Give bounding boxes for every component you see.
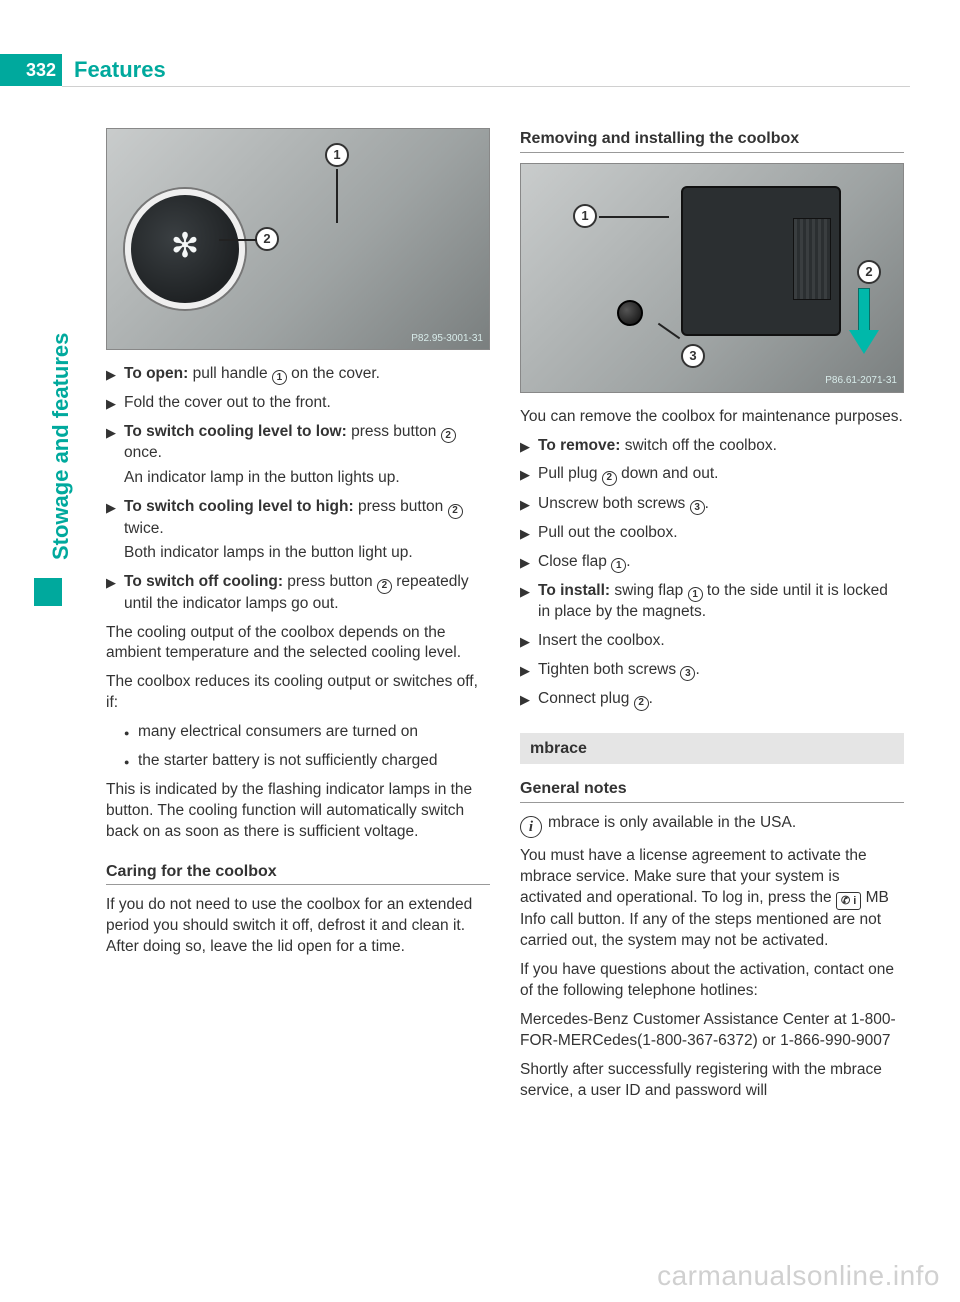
arrow-down-icon xyxy=(851,288,877,358)
left-column: ✻ 1 2 P82.95-3001-31 ▶To open: pull hand… xyxy=(106,128,490,1110)
step: ▶Unscrew both screws 3. xyxy=(520,494,904,515)
subheading-rule xyxy=(106,884,490,885)
figure-code: P86.61-2071-31 xyxy=(825,374,897,388)
bullet: ●many electrical consumers are turned on xyxy=(106,722,490,743)
step: ▶To switch cooling level to high: press … xyxy=(106,497,490,539)
ref-1: 1 xyxy=(611,558,626,573)
side-tab-label: Stowage and features xyxy=(48,333,74,560)
side-tab-block xyxy=(34,578,62,606)
watermark: carmanualsonline.info xyxy=(657,1260,940,1292)
paragraph: The coolbox reduces its cooling output o… xyxy=(106,672,490,714)
figure-coolbox-remove: 1 2 3 P86.61-2071-31 xyxy=(520,163,904,393)
section-heading: mbrace xyxy=(520,733,904,765)
ref-1: 1 xyxy=(688,587,703,602)
snowflake-icon: ✻ xyxy=(171,224,200,270)
ref-2: 2 xyxy=(441,428,456,443)
step-note: An indicator lamp in the button lights u… xyxy=(106,468,490,489)
leader-line xyxy=(658,322,680,339)
figure-knob xyxy=(617,300,643,326)
step: ▶Pull out the coolbox. xyxy=(520,523,904,544)
paragraph: This is indicated by the flashing indica… xyxy=(106,780,490,843)
info-note: imbrace is only available in the USA. xyxy=(520,813,904,838)
subheading: Removing and installing the coolbox xyxy=(520,128,904,150)
leader-line xyxy=(336,169,338,223)
subheading-rule xyxy=(520,802,904,803)
mb-info-button-icon: ✆ i xyxy=(836,892,861,910)
page-header: 332 Features xyxy=(0,54,960,86)
callout-1: 1 xyxy=(325,143,349,167)
page-title: Features xyxy=(62,54,166,86)
paragraph: You must have a license agreement to act… xyxy=(520,846,904,952)
leader-line xyxy=(219,239,257,241)
step: ▶Tighten both screws 3. xyxy=(520,660,904,681)
header-rule xyxy=(62,86,910,87)
ref-2: 2 xyxy=(602,471,617,486)
paragraph: If you have questions about the activati… xyxy=(520,960,904,1002)
content-area: ✻ 1 2 P82.95-3001-31 ▶To open: pull hand… xyxy=(106,128,904,1110)
callout-2: 2 xyxy=(255,227,279,251)
step: ▶To install: swing flap 1 to the side un… xyxy=(520,581,904,623)
right-column: Removing and installing the coolbox 1 2 … xyxy=(520,128,904,1110)
subheading: Caring for the coolbox xyxy=(106,861,490,883)
step: ▶Close flap 1. xyxy=(520,552,904,573)
ref-3: 3 xyxy=(680,666,695,681)
step: ▶To open: pull handle 1 on the cover. xyxy=(106,364,490,385)
step: ▶Connect plug 2. xyxy=(520,689,904,710)
bullet: ●the starter battery is not sufficiently… xyxy=(106,751,490,772)
paragraph: Mercedes-Benz Customer Assistance Center… xyxy=(520,1010,904,1052)
figure-coolbox-shape xyxy=(681,186,841,336)
step-note: Both indicator lamps in the button light… xyxy=(106,543,490,564)
callout-2: 2 xyxy=(857,260,881,284)
step: ▶Insert the coolbox. xyxy=(520,631,904,652)
ref-3: 3 xyxy=(690,500,705,515)
paragraph: The cooling output of the coolbox depend… xyxy=(106,623,490,665)
figure-coolbox-open: ✻ 1 2 P82.95-3001-31 xyxy=(106,128,490,350)
step: ▶Fold the cover out to the front. xyxy=(106,393,490,414)
page-number: 332 xyxy=(0,54,62,86)
paragraph: Shortly after successfully registering w… xyxy=(520,1060,904,1102)
callout-3: 3 xyxy=(681,344,705,368)
figure-code: P82.95-3001-31 xyxy=(411,332,483,346)
leader-line xyxy=(599,216,669,218)
step: ▶To remove: switch off the coolbox. xyxy=(520,436,904,457)
paragraph: If you do not need to use the coolbox fo… xyxy=(106,895,490,958)
callout-1: 1 xyxy=(573,204,597,228)
paragraph: You can remove the coolbox for maintenan… xyxy=(520,407,904,428)
ref-1: 1 xyxy=(272,370,287,385)
subheading: General notes xyxy=(520,778,904,800)
ref-2: 2 xyxy=(377,579,392,594)
info-icon: i xyxy=(520,816,542,838)
step: ▶To switch off cooling: press button 2 r… xyxy=(106,572,490,614)
figure-inset-lens: ✻ xyxy=(125,189,245,309)
step: ▶Pull plug 2 down and out. xyxy=(520,464,904,485)
subheading-rule xyxy=(520,152,904,153)
step: ▶To switch cooling level to low: press b… xyxy=(106,422,490,464)
ref-2: 2 xyxy=(634,696,649,711)
ref-2: 2 xyxy=(448,504,463,519)
